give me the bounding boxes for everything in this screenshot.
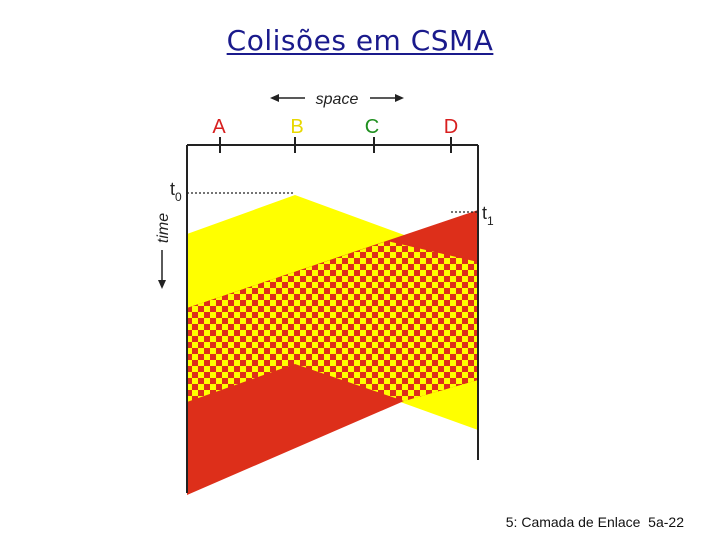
collision-region: [187, 241, 478, 402]
signal-regions: [187, 195, 478, 495]
station-label-b: B: [290, 116, 303, 138]
t1-label-sub: 1: [487, 214, 494, 228]
station-label-d: D: [444, 116, 458, 138]
t0-label-main: t: [170, 179, 175, 199]
station-label-a: A: [212, 116, 226, 138]
slide-title-text: Colisões em CSMA: [226, 24, 494, 57]
space-arrow: [270, 94, 404, 102]
time-arrow: [158, 250, 166, 289]
time-label: time: [155, 213, 172, 243]
slide-title: Colisões em CSMA: [0, 24, 720, 57]
t1-label-main: t: [482, 203, 487, 223]
t0-label: t0: [170, 179, 182, 204]
space-arrow-right-head: [395, 94, 404, 102]
t1-label: t1: [482, 203, 494, 228]
time-arrow-head: [158, 280, 166, 289]
space-label: space: [316, 91, 359, 108]
t0-label-sub: 0: [175, 190, 182, 204]
slide-footer: 5: Camada de Enlace 5a-22: [505, 514, 684, 530]
space-arrow-left-head: [270, 94, 279, 102]
station-label-c: C: [365, 116, 379, 138]
